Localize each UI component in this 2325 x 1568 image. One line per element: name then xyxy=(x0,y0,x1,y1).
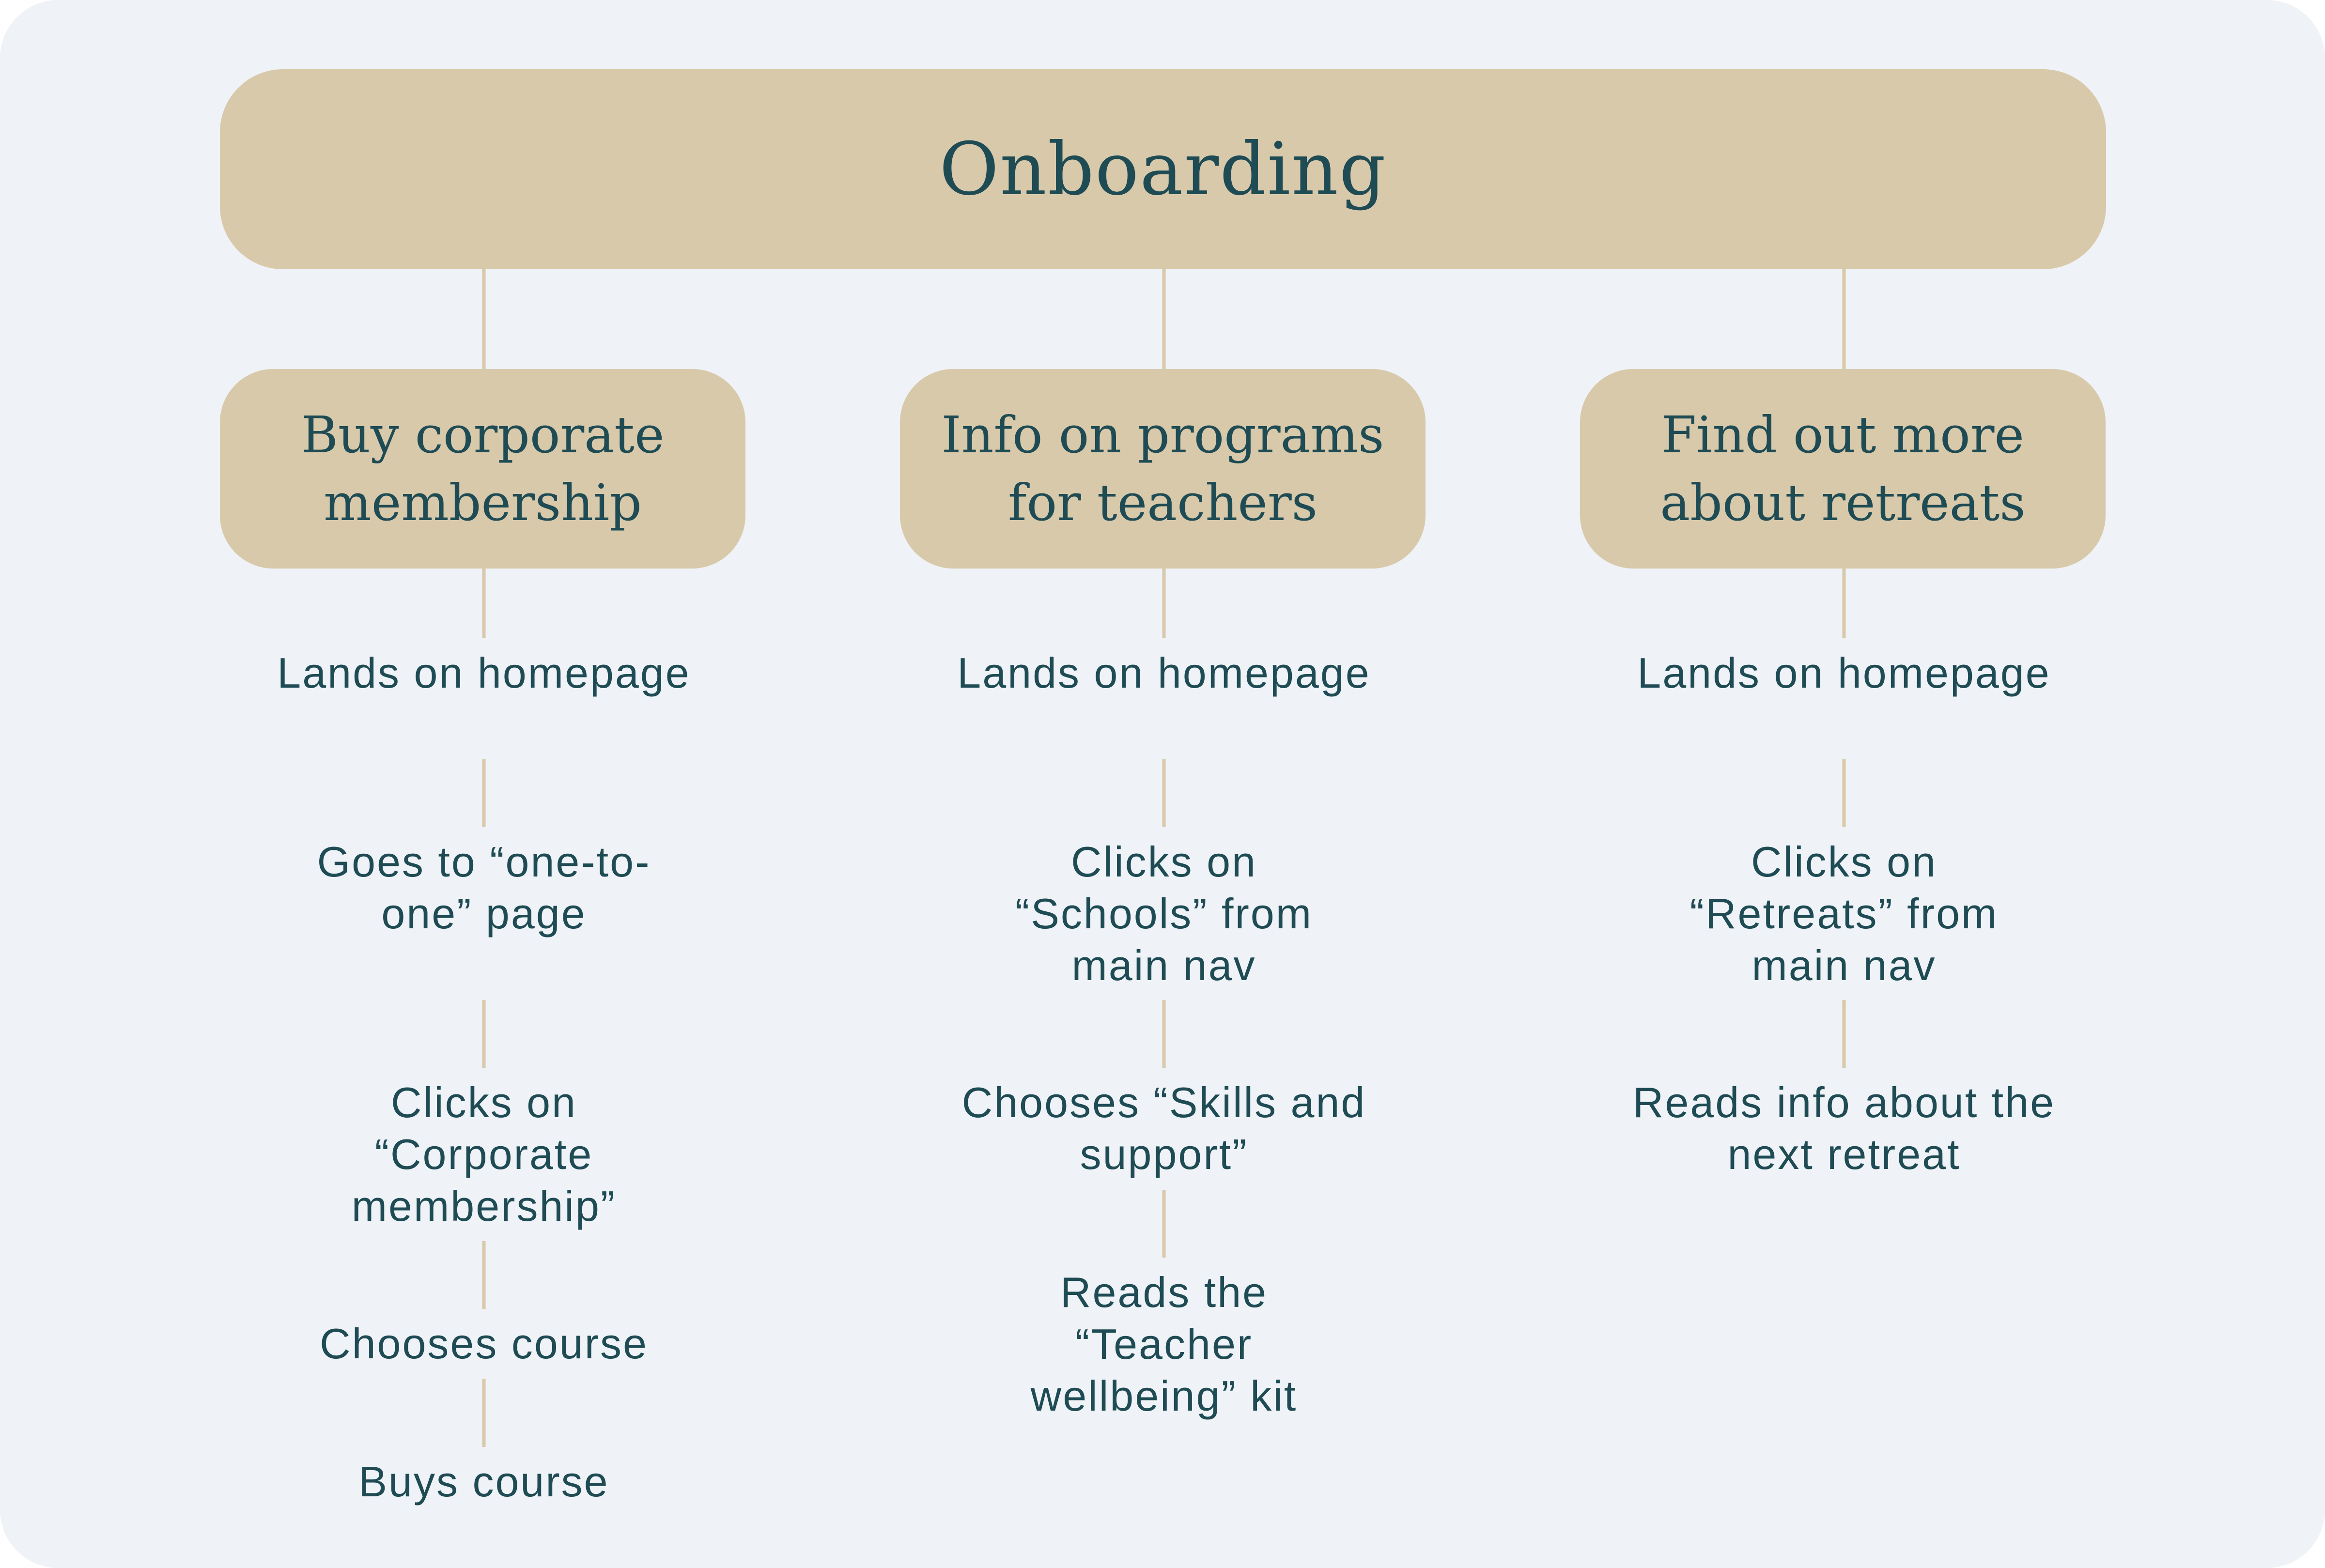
root-node: Onboarding xyxy=(220,69,2106,269)
step-node: Clicks on “Schools” from main nav xyxy=(1015,838,1313,989)
branch-node-label: Buy corporate membership xyxy=(301,405,665,532)
step-node: Chooses course xyxy=(320,1320,648,1368)
step-node: Lands on homepage xyxy=(277,649,691,697)
step-node: Lands on homepage xyxy=(1637,649,2051,697)
branch-node-1: Buy corporate membership xyxy=(220,369,745,569)
step-node: Chooses “Skills and support” xyxy=(961,1078,1366,1178)
root-node-label: Onboarding xyxy=(939,127,1387,212)
step-node: Clicks on “Retreats” from main nav xyxy=(1690,838,1999,989)
branch-node-2: Info on programs for teachers xyxy=(900,369,1426,569)
step-node: Lands on homepage xyxy=(957,649,1371,697)
step-node: Buys course xyxy=(358,1458,609,1506)
step-node: Reads info about the next retreat xyxy=(1632,1078,2056,1178)
branch-node-label: Find out more about retreats xyxy=(1660,405,2026,532)
branch-node-label: Info on programs for teachers xyxy=(941,405,1384,532)
step-node: Goes to “one-to-one” page xyxy=(317,838,651,938)
branch-node-3: Find out more about retreats xyxy=(1580,369,2106,569)
step-node: Clicks on “Corporate membership” xyxy=(351,1078,617,1230)
step-node: Reads the “Teacher wellbeing” kit xyxy=(1030,1268,1298,1420)
